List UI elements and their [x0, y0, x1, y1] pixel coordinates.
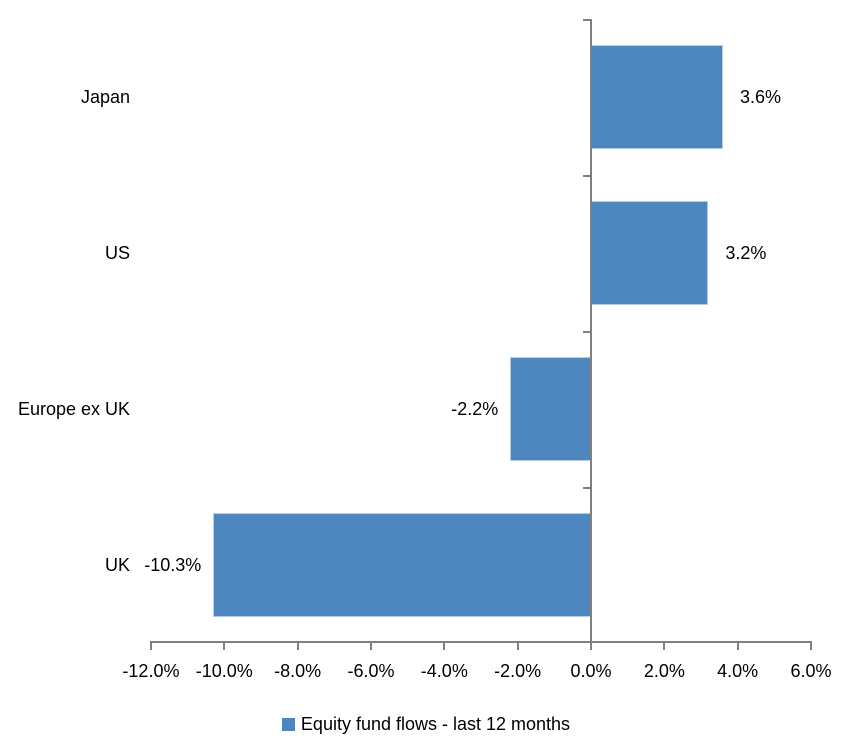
data-label: 3.2%: [725, 242, 767, 263]
x-axis-tick: [296, 643, 299, 650]
x-axis-tick: [516, 643, 519, 650]
legend-label: Equity fund flows - last 12 months: [300, 713, 571, 734]
category-label: Europe ex UK: [17, 398, 130, 419]
x-tick-label: -6.0%: [347, 661, 395, 681]
x-axis-tick: [736, 643, 739, 650]
x-axis-tick: [369, 643, 372, 650]
x-tick-label: -8.0%: [274, 661, 322, 681]
x-axis-tick: [663, 643, 666, 650]
x-tick-label: -10.0%: [195, 661, 253, 681]
x-axis-tick: [149, 643, 152, 650]
category-label: Japan: [80, 86, 130, 107]
x-tick-label: 2.0%: [643, 661, 685, 681]
bar-japan: [591, 45, 723, 149]
bar-europe-ex-uk: [510, 357, 591, 461]
bar-us: [591, 201, 709, 305]
data-label: 3.6%: [740, 86, 782, 107]
x-axis-tick: [443, 643, 446, 650]
category-label: US: [104, 242, 130, 263]
x-tick-label: 6.0%: [790, 661, 832, 681]
category-label: UK: [104, 554, 130, 575]
x-tick-label: -12.0%: [122, 661, 180, 681]
y-axis-tick: [583, 331, 591, 333]
x-tick-label: 4.0%: [717, 661, 759, 681]
y-axis-tick: [583, 19, 591, 21]
y-axis-tick: [583, 487, 591, 489]
x-axis-tick: [223, 643, 226, 650]
data-label: -10.3%: [144, 554, 202, 575]
y-axis-line: [590, 19, 592, 643]
x-tick-label: -2.0%: [494, 661, 542, 681]
x-axis-line: [149, 641, 812, 643]
legend: Equity fund flows - last 12 months: [0, 713, 852, 735]
x-axis-tick: [590, 643, 592, 650]
x-axis-tick: [810, 643, 813, 650]
y-axis-tick: [583, 175, 591, 177]
x-tick-label: 0.0%: [570, 661, 612, 681]
data-label: -2.2%: [451, 398, 499, 419]
x-tick-label: -4.0%: [420, 661, 468, 681]
legend-swatch-icon: [281, 717, 295, 731]
bar-uk: [213, 513, 591, 617]
